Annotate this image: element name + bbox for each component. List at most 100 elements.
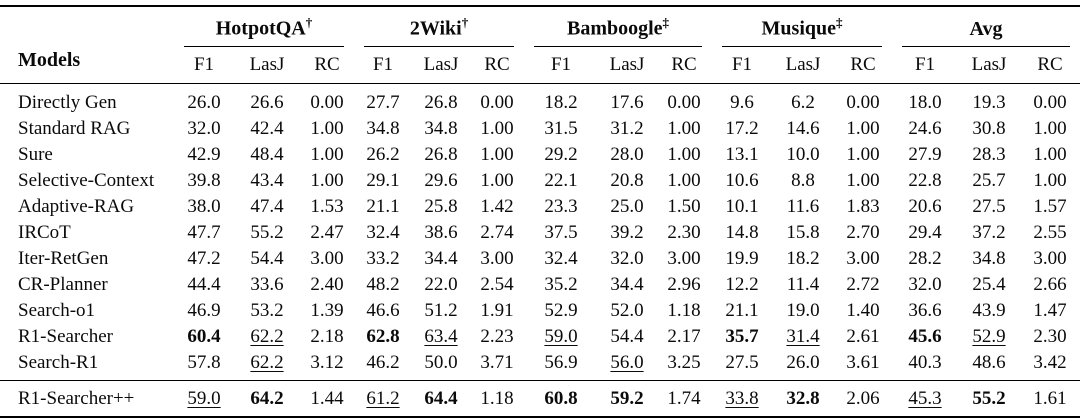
group-header-bamboogle: Bamboogle‡ — [524, 6, 712, 47]
model-name: Standard RAG — [18, 118, 131, 139]
metric-cell: 1.00 — [310, 118, 344, 139]
metric-cell: 1.00 — [1033, 144, 1067, 165]
metric-cell: 38.6 — [424, 222, 458, 243]
metric-cell: 26.2 — [366, 144, 400, 165]
subheader-row: F1 LasJ RC F1 LasJ RC F1 LasJ RC F1 LasJ RC F1 LasJ RC — [0, 47, 1080, 84]
metric-cell: 2.96 — [667, 274, 701, 295]
metric-cell: 56.9 — [544, 352, 578, 373]
subheader-f1: F1 — [193, 54, 215, 75]
metric-cell: 1.83 — [846, 196, 880, 217]
metric-cell: 63.4 — [424, 326, 458, 347]
metric-cell: 52.9 — [544, 300, 578, 321]
metric-cell: 55.2 — [972, 387, 1006, 409]
metric-cell: 3.71 — [480, 352, 514, 373]
metric-cell: 2.18 — [310, 326, 344, 347]
group-header-2wiki: 2Wiki† — [354, 6, 524, 47]
metric-cell: 19.0 — [786, 300, 820, 321]
metric-cell: 1.00 — [667, 118, 701, 139]
table-row: R1-Searcher++ 59.0 64.2 1.44 61.2 64.4 1.18 60.… — [0, 381, 1080, 418]
subheader-f1: F1 — [914, 54, 936, 75]
metric-cell: 14.8 — [725, 222, 759, 243]
metric-cell: 3.00 — [310, 248, 344, 269]
model-name: CR-Planner — [18, 274, 108, 295]
metric-cell: 27.9 — [908, 144, 942, 165]
metric-cell: 3.00 — [846, 248, 880, 269]
results-table: Models HotpotQA† 2Wiki† Bamboogle‡ Musique‡… — [0, 5, 1080, 418]
table-header: Models HotpotQA† 2Wiki† Bamboogle‡ Musique‡… — [0, 6, 1080, 84]
metric-cell: 46.2 — [366, 352, 400, 373]
metric-cell: 1.00 — [846, 144, 880, 165]
metric-cell: 1.50 — [667, 196, 701, 217]
metric-cell: 33.2 — [366, 248, 400, 269]
metric-cell: 2.55 — [1033, 222, 1067, 243]
metric-cell: 34.8 — [972, 248, 1006, 269]
metric-cell: 51.2 — [424, 300, 458, 321]
metric-cell: 22.8 — [908, 170, 942, 191]
metric-cell: 8.8 — [791, 170, 815, 191]
metric-cell: 50.0 — [424, 352, 458, 373]
metric-cell: 52.0 — [610, 300, 644, 321]
subheader-rc: RC — [671, 54, 697, 75]
metric-cell: 17.2 — [725, 118, 759, 139]
metric-cell: 18.2 — [544, 92, 578, 113]
metric-cell: 35.7 — [725, 326, 759, 347]
metric-cell: 2.61 — [846, 326, 880, 347]
group-header-musique: Musique‡ — [712, 6, 892, 47]
metric-cell: 33.8 — [725, 387, 759, 409]
metric-cell: 64.2 — [250, 387, 284, 409]
metric-cell: 1.91 — [480, 300, 514, 321]
metric-cell: 59.0 — [187, 387, 221, 409]
group-header-label: 2Wiki† — [364, 11, 515, 47]
metric-cell: 2.47 — [310, 222, 344, 243]
group-header-label: HotpotQA† — [184, 11, 345, 47]
table-row: Sure 42.9 48.4 1.00 26.2 26.8 1.00 29.2 28.0 1.00… — [0, 142, 1080, 168]
model-name: R1-Searcher++ — [18, 387, 135, 409]
metric-cell: 28.0 — [610, 144, 644, 165]
metric-cell: 62.8 — [366, 326, 400, 347]
metric-cell: 10.1 — [725, 196, 759, 217]
subheader-lasj: LasJ — [249, 54, 285, 75]
metric-cell: 15.8 — [786, 222, 820, 243]
metric-cell: 24.6 — [908, 118, 942, 139]
metric-cell: 48.2 — [366, 274, 400, 295]
metric-cell: 35.2 — [544, 274, 578, 295]
metric-cell: 32.4 — [544, 248, 578, 269]
metric-cell: 2.23 — [480, 326, 514, 347]
metric-cell: 26.0 — [187, 92, 221, 113]
metric-cell: 2.70 — [846, 222, 880, 243]
metric-cell: 32.8 — [786, 387, 820, 409]
metric-cell: 22.0 — [424, 274, 458, 295]
table-row: Iter-RetGen 47.2 54.4 3.00 33.2 34.4 3.00 32.4 3… — [0, 246, 1080, 272]
group-header-label: Avg — [902, 18, 1071, 47]
metric-cell: 1.00 — [846, 170, 880, 191]
metric-cell: 28.3 — [972, 144, 1006, 165]
metric-cell: 26.8 — [424, 92, 458, 113]
group-header-hotpotqa: HotpotQA† — [174, 6, 354, 47]
metric-cell: 1.00 — [1033, 118, 1067, 139]
metric-cell: 1.57 — [1033, 196, 1067, 217]
metric-cell: 0.00 — [667, 92, 701, 113]
metric-cell: 39.2 — [610, 222, 644, 243]
model-name: Selective-Context — [18, 170, 155, 191]
metric-cell: 43.4 — [250, 170, 284, 191]
metric-cell: 55.2 — [250, 222, 284, 243]
metric-cell: 37.2 — [972, 222, 1006, 243]
metric-cell: 40.3 — [908, 352, 942, 373]
highlight-rows: R1-Searcher++ 59.0 64.2 1.44 61.2 64.4 1.18 60.… — [0, 380, 1080, 418]
dataset-mark: ‡ — [836, 15, 843, 31]
metric-cell: 3.12 — [310, 352, 344, 373]
metric-cell: 9.6 — [730, 92, 754, 113]
metric-cell: 17.6 — [610, 92, 644, 113]
metric-cell: 59.2 — [610, 387, 644, 409]
metric-cell: 1.18 — [480, 387, 514, 409]
metric-cell: 10.6 — [725, 170, 759, 191]
dataset-mark: † — [305, 15, 313, 31]
dataset-mark: ‡ — [662, 15, 670, 31]
metric-cell: 47.2 — [187, 248, 221, 269]
metric-cell: 38.0 — [187, 196, 221, 217]
table-row: Standard RAG 32.0 42.4 1.00 34.8 34.8 1.00 31.5… — [0, 116, 1080, 142]
metric-cell: 3.00 — [1033, 248, 1067, 269]
metric-cell: 1.44 — [310, 387, 344, 409]
metric-cell: 23.3 — [544, 196, 578, 217]
